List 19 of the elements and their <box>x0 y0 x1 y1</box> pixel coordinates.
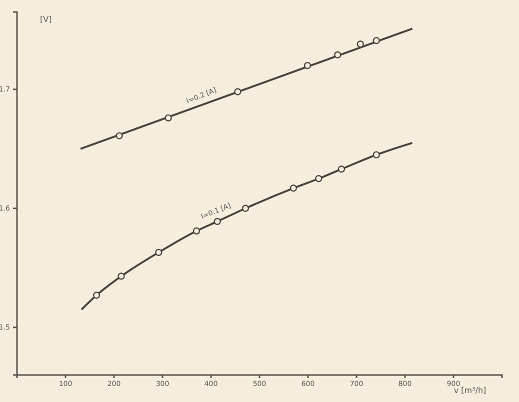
point <box>334 51 342 58</box>
point <box>164 114 172 122</box>
point <box>315 175 322 182</box>
point <box>192 227 200 235</box>
point <box>234 88 242 96</box>
point <box>155 248 162 256</box>
point <box>116 132 123 140</box>
point <box>92 292 100 299</box>
point <box>356 40 364 48</box>
point <box>242 204 250 212</box>
y-axis-title: [V] <box>40 15 52 24</box>
point <box>338 166 346 173</box>
point <box>290 184 298 192</box>
point <box>372 151 380 158</box>
point <box>304 62 312 70</box>
point <box>118 272 125 280</box>
x-axis-title: v [m³/h] <box>454 386 486 395</box>
line-series <box>80 142 414 311</box>
point <box>372 36 380 44</box>
